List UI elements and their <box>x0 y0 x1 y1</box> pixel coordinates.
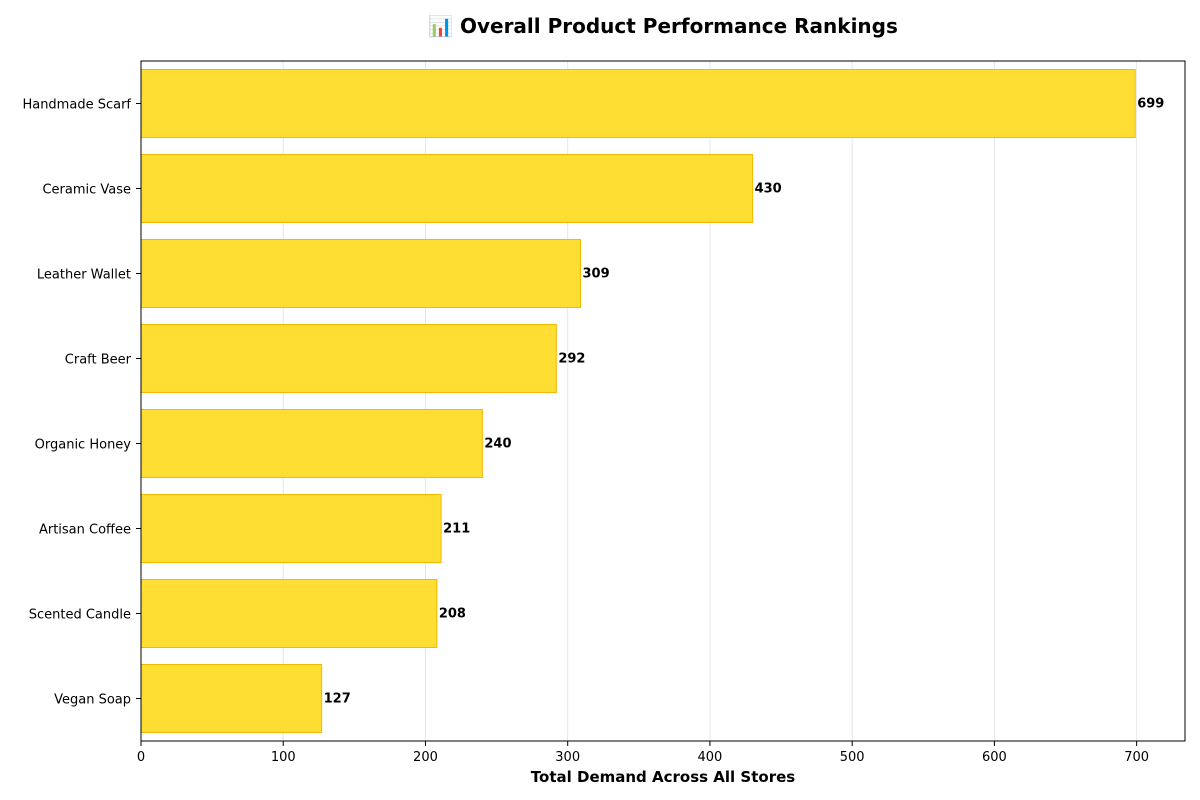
y-tick-label: Ceramic Vase <box>42 183 131 198</box>
bar-value-label: 240 <box>484 437 511 452</box>
bar-value-label: 699 <box>1137 97 1164 112</box>
x-tick-label: 300 <box>555 750 580 765</box>
bar <box>140 664 323 733</box>
bar-value-label: 292 <box>558 352 585 367</box>
x-tick-label: 500 <box>840 750 865 765</box>
axes <box>136 60 1186 746</box>
y-tick-label: Craft Beer <box>65 353 132 368</box>
bar <box>140 324 557 393</box>
bar <box>140 154 754 223</box>
plot-frame <box>140 60 1186 742</box>
y-tick-label: Leather Wallet <box>37 268 131 283</box>
labels: 0 100 200 300 400 500 600 700 Handmade Scarf 699 C… <box>22 97 1164 766</box>
bar <box>140 239 582 308</box>
bar-value-label: 211 <box>443 522 470 537</box>
bar-value-label: 309 <box>583 267 610 282</box>
x-tick-label: 700 <box>1124 750 1149 765</box>
y-tick-label: Organic Honey <box>35 438 132 453</box>
x-tick-label: 600 <box>982 750 1007 765</box>
y-tick-label: Artisan Coffee <box>39 523 131 538</box>
bar <box>140 409 483 478</box>
bar-value-label: 127 <box>324 692 351 707</box>
x-tick-label: 100 <box>271 750 296 765</box>
chart-title: 📊 Overall Product Performance Rankings <box>428 14 898 38</box>
bar-value-label: 208 <box>439 607 466 622</box>
bar <box>140 494 442 563</box>
bar-value-label: 430 <box>755 182 782 197</box>
y-tick-label: Scented Candle <box>29 608 131 623</box>
y-tick-label: Vegan Soap <box>54 693 131 708</box>
x-tick-label: 0 <box>137 750 145 765</box>
y-tick-label: Handmade Scarf <box>22 98 131 113</box>
x-tick-label: 200 <box>413 750 438 765</box>
x-axis-label: Total Demand Across All Stores <box>531 768 795 786</box>
x-tick-label: 400 <box>698 750 723 765</box>
bar <box>140 69 1136 138</box>
bar <box>140 579 438 648</box>
bars <box>140 69 1136 733</box>
